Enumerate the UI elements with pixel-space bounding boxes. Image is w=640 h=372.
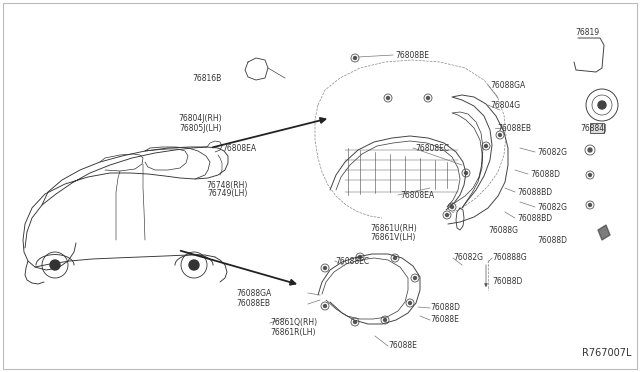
Circle shape bbox=[387, 96, 390, 99]
Text: 76082G: 76082G bbox=[537, 148, 567, 157]
Circle shape bbox=[358, 256, 362, 259]
Circle shape bbox=[588, 148, 592, 152]
Circle shape bbox=[598, 101, 606, 109]
Text: 76748(RH): 76748(RH) bbox=[207, 180, 248, 189]
Text: 76808EA: 76808EA bbox=[222, 144, 256, 153]
Text: 76805J(LH): 76805J(LH) bbox=[179, 124, 222, 132]
Circle shape bbox=[353, 321, 356, 324]
Circle shape bbox=[353, 57, 356, 60]
Text: 760888G: 760888G bbox=[492, 253, 527, 263]
Text: 76088G: 76088G bbox=[488, 225, 518, 234]
Circle shape bbox=[50, 260, 60, 270]
Polygon shape bbox=[598, 225, 610, 240]
Text: 76749(LH): 76749(LH) bbox=[207, 189, 248, 198]
Circle shape bbox=[323, 305, 326, 308]
Text: 76082G: 76082G bbox=[537, 202, 567, 212]
Circle shape bbox=[383, 318, 387, 321]
Text: 76088D: 76088D bbox=[530, 170, 560, 179]
Text: 76088EC: 76088EC bbox=[335, 257, 369, 266]
Text: 760B8D: 760B8D bbox=[492, 276, 522, 285]
Bar bbox=[590, 123, 604, 133]
Text: 76861Q(RH): 76861Q(RH) bbox=[270, 318, 317, 327]
Circle shape bbox=[589, 203, 591, 206]
Circle shape bbox=[445, 214, 449, 217]
Circle shape bbox=[465, 171, 467, 174]
Text: 76819: 76819 bbox=[575, 28, 599, 36]
Circle shape bbox=[189, 260, 199, 270]
Text: 76861V(LH): 76861V(LH) bbox=[370, 232, 415, 241]
Text: 76082G: 76082G bbox=[453, 253, 483, 263]
Circle shape bbox=[451, 205, 454, 208]
Text: 76088EB: 76088EB bbox=[497, 124, 531, 132]
Text: 76808EA: 76808EA bbox=[400, 190, 434, 199]
Text: 76861R(LH): 76861R(LH) bbox=[270, 328, 316, 337]
Text: 76808EC: 76808EC bbox=[415, 144, 449, 153]
Text: 76088BD: 76088BD bbox=[517, 214, 552, 222]
Text: 76816B: 76816B bbox=[193, 74, 222, 83]
Text: 76088D: 76088D bbox=[430, 304, 460, 312]
Text: 76088GA: 76088GA bbox=[236, 289, 271, 298]
Text: 76088EB: 76088EB bbox=[236, 299, 270, 308]
Text: 76808BE: 76808BE bbox=[395, 51, 429, 60]
Circle shape bbox=[408, 301, 412, 305]
Circle shape bbox=[323, 266, 326, 269]
Circle shape bbox=[589, 173, 591, 176]
Text: 76088GA: 76088GA bbox=[490, 80, 525, 90]
Text: 76804G: 76804G bbox=[490, 100, 520, 109]
Circle shape bbox=[484, 144, 488, 148]
Text: 76088D: 76088D bbox=[537, 235, 567, 244]
Text: 76088BD: 76088BD bbox=[517, 187, 552, 196]
Circle shape bbox=[426, 96, 429, 99]
Circle shape bbox=[413, 276, 417, 279]
Text: 76088E: 76088E bbox=[388, 341, 417, 350]
Circle shape bbox=[394, 257, 397, 260]
Circle shape bbox=[499, 134, 502, 137]
Text: 76088E: 76088E bbox=[430, 315, 459, 324]
Text: 76884J: 76884J bbox=[580, 124, 606, 132]
Text: R767007L: R767007L bbox=[582, 348, 632, 358]
Text: 76861U(RH): 76861U(RH) bbox=[370, 224, 417, 232]
Text: 76804J(RH): 76804J(RH) bbox=[179, 113, 222, 122]
